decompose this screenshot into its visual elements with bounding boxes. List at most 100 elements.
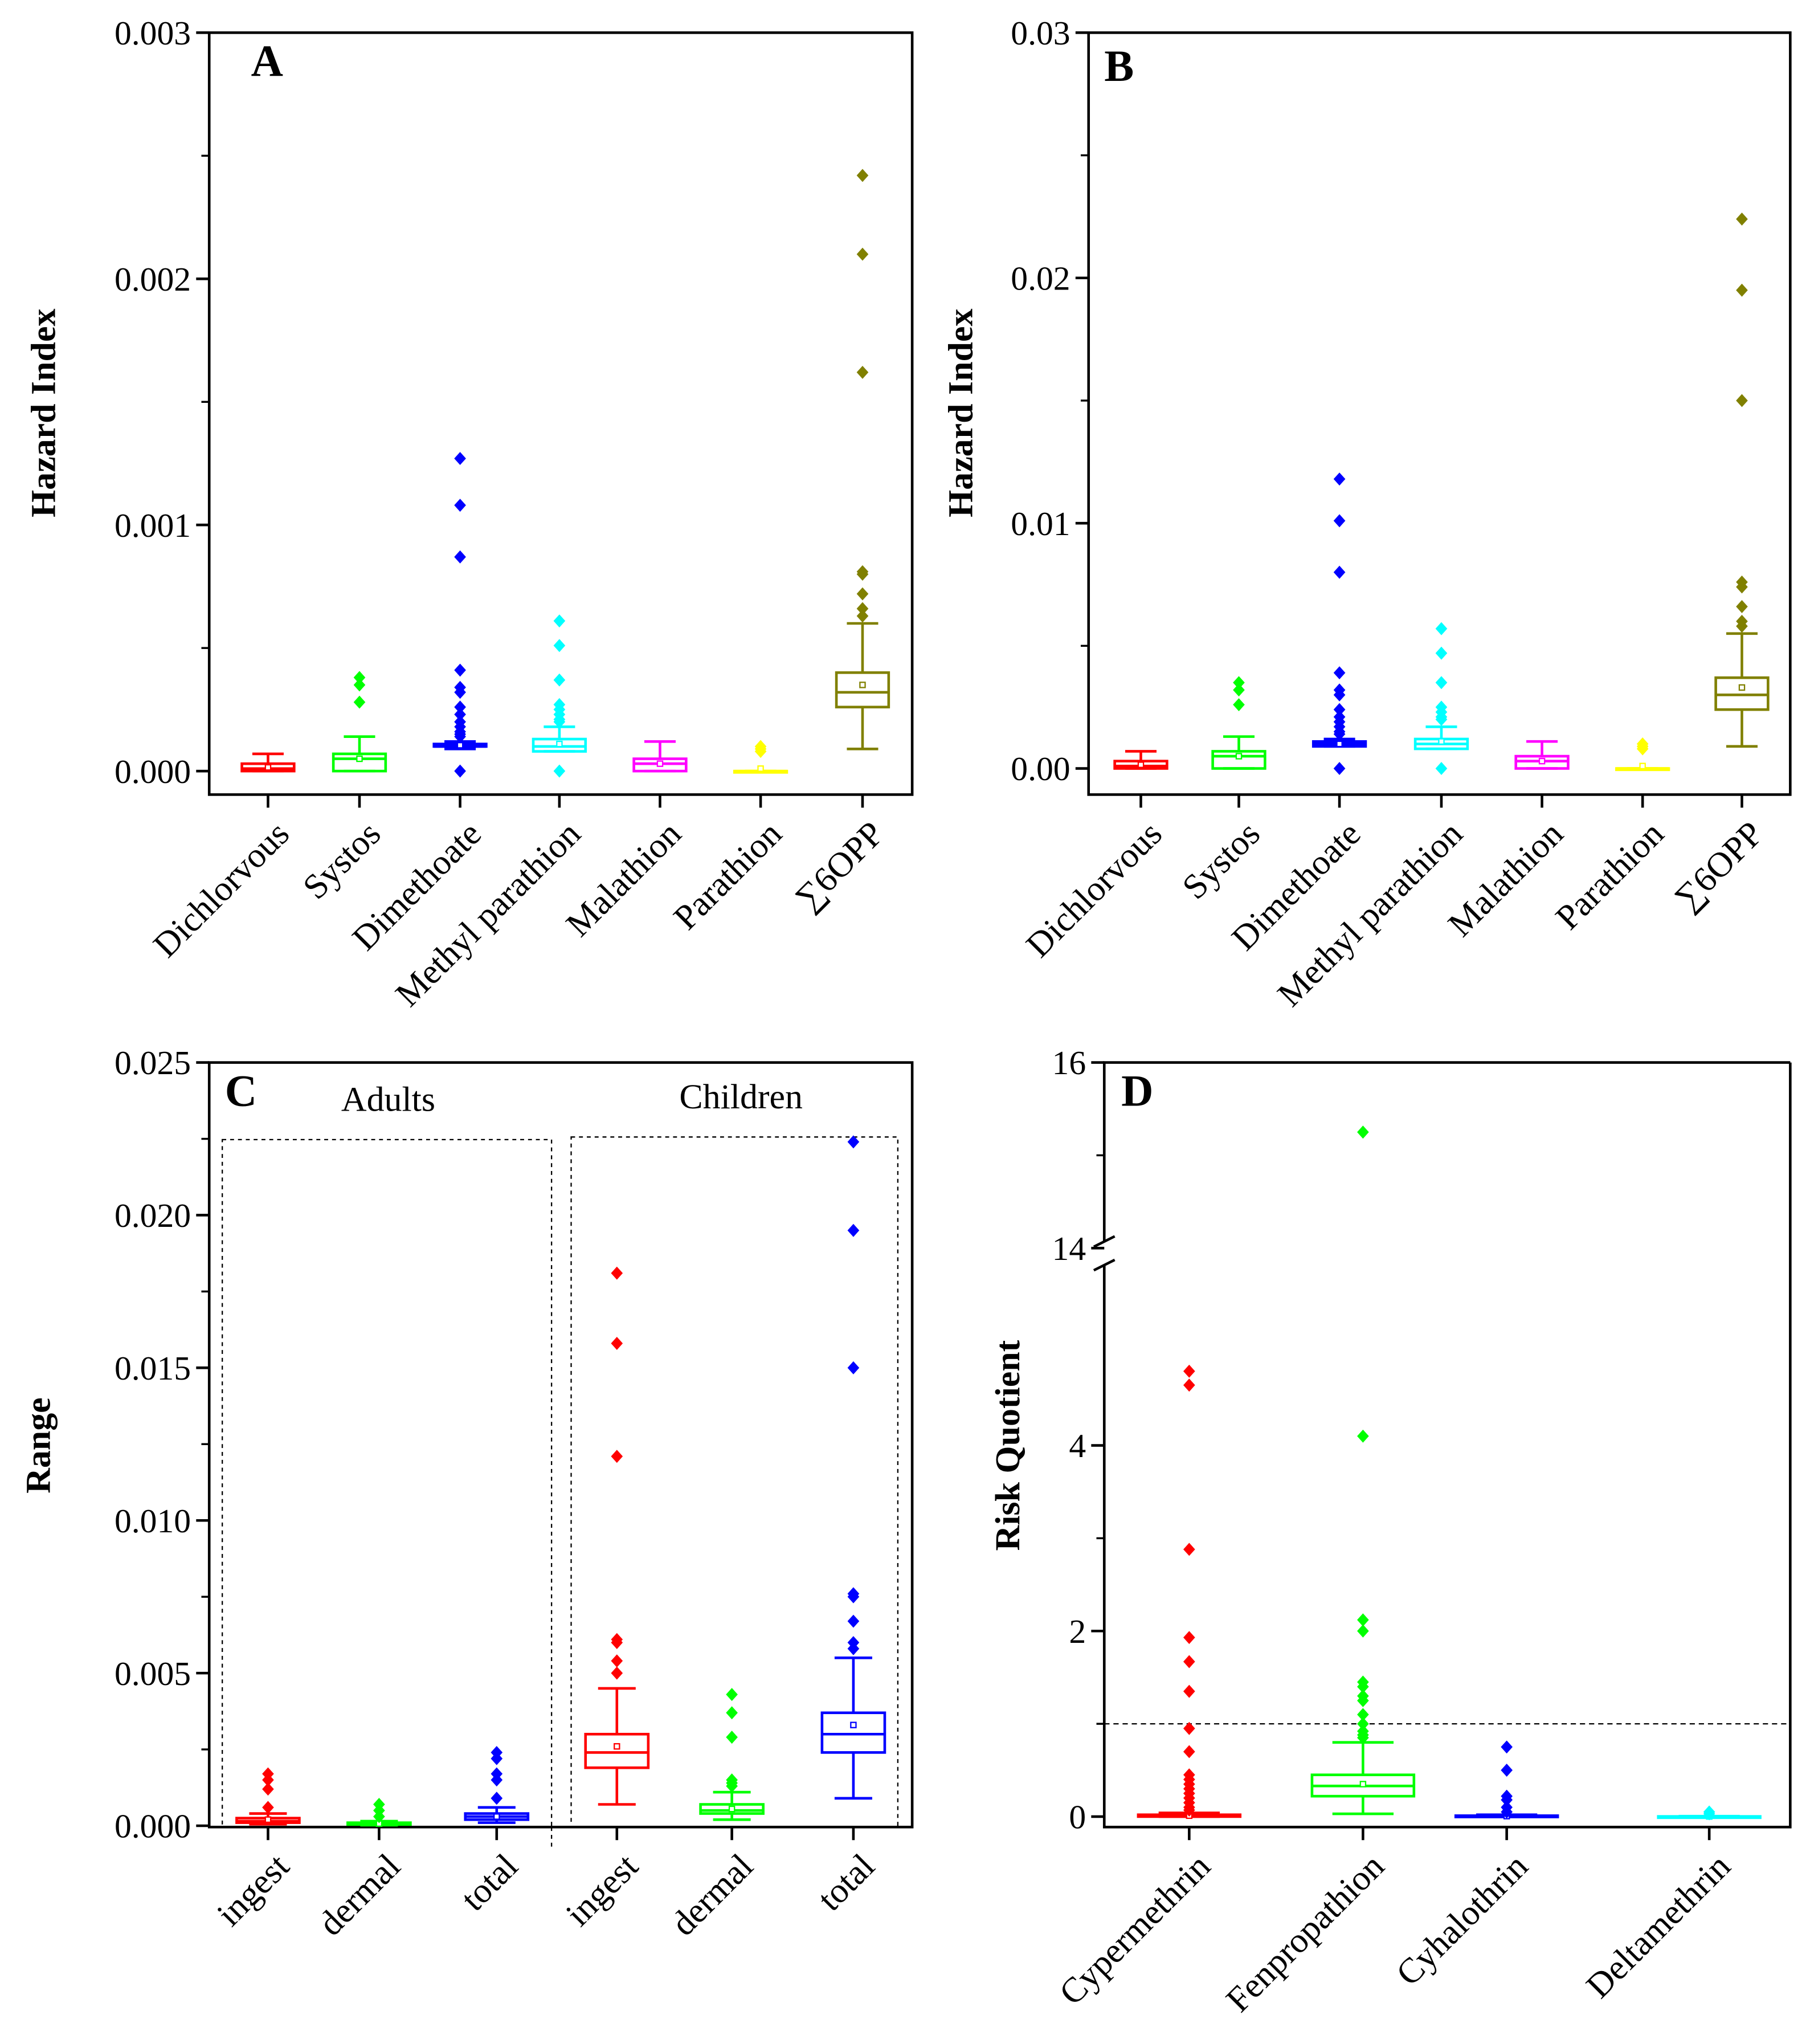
outlier-point <box>1183 1378 1195 1392</box>
y-tick-label: 0.001 <box>115 507 191 544</box>
outlier-point <box>1357 1717 1369 1731</box>
mean-marker <box>1235 753 1243 760</box>
outlier-point <box>553 673 566 687</box>
panel-b <box>1075 31 1792 808</box>
y-tick-label: 0 <box>1069 1798 1086 1836</box>
x-tick-label: Methyl parathion <box>388 814 588 1014</box>
box-iqr <box>699 1803 765 1815</box>
y-tick-label: 14 <box>1052 1230 1086 1267</box>
outlier-point <box>611 1654 623 1668</box>
outlier-point <box>1501 1805 1513 1819</box>
y-tick-label: 0.03 <box>1011 14 1070 52</box>
outlier-point <box>1183 1655 1195 1668</box>
outlier-point <box>847 1223 860 1237</box>
outlier-point <box>611 1450 623 1463</box>
box-parathion <box>1615 737 1670 808</box>
outlier-point <box>454 764 466 778</box>
mean-marker <box>493 1813 500 1820</box>
y-tick-label: 0.00 <box>1011 750 1070 788</box>
box--6opp <box>1714 212 1770 808</box>
outlier-point <box>1736 600 1748 613</box>
x-tick-label: Fenpropathion <box>1219 1847 1391 2019</box>
panel-letter: D <box>1121 1066 1153 1115</box>
outlier-point <box>726 1688 738 1702</box>
outlier-point <box>856 365 869 379</box>
outlier-point <box>847 1614 860 1628</box>
group-label-children: Children <box>679 1078 803 1116</box>
y-axis-label: Hazard Index <box>24 309 63 517</box>
y-tick-label: 0.015 <box>115 1349 191 1387</box>
outlier-point <box>1435 646 1448 660</box>
outlier-point <box>553 764 566 778</box>
outlier-point <box>454 700 466 714</box>
outlier-point <box>856 587 869 601</box>
panel-a <box>196 31 914 808</box>
mean-marker <box>850 1721 857 1728</box>
outlier-point <box>454 663 466 677</box>
outlier-point <box>726 1731 738 1744</box>
outlier-point <box>1333 514 1346 528</box>
group-box-adults <box>222 1139 553 1828</box>
outlier-point <box>1501 1764 1513 1777</box>
outlier-point <box>611 1337 623 1350</box>
x-tick-label: ingest <box>559 1847 646 1934</box>
outlier-point <box>856 568 869 581</box>
outlier-point <box>491 1792 503 1805</box>
y-tick-label: 0.01 <box>1011 505 1070 542</box>
y-axis-label: Range <box>19 1397 58 1494</box>
outlier-point <box>1333 703 1346 716</box>
box-cyhalothrin <box>1454 1740 1559 1841</box>
y-tick-label: 0.02 <box>1011 259 1070 297</box>
outlier-point <box>1357 1125 1369 1139</box>
outlier-point <box>553 614 566 628</box>
outlier-point <box>726 1779 738 1793</box>
box--6opp <box>835 169 890 808</box>
panel-letter: B <box>1104 42 1134 91</box>
outlier-point <box>454 686 466 699</box>
box-deltamethrin <box>1657 1805 1762 1841</box>
x-tick-label: Dichlorvous <box>146 814 297 965</box>
outlier-point <box>1357 1731 1369 1744</box>
outlier-point <box>454 452 466 466</box>
outlier-point <box>1636 742 1649 756</box>
outlier-point <box>856 169 869 182</box>
x-tick-label: Systos <box>296 814 388 907</box>
outlier-point <box>611 1666 623 1680</box>
outlier-point <box>1333 688 1346 701</box>
plot-frame <box>1102 1061 1792 1829</box>
box-dimethoate <box>432 452 488 808</box>
box-malathion <box>1514 740 1570 808</box>
box-malathion <box>632 740 688 808</box>
box-iqr <box>584 1732 650 1769</box>
outlier-point <box>262 1782 274 1796</box>
x-tick-label: total <box>453 1847 525 1919</box>
plot-frame <box>1087 31 1792 796</box>
box-dimethoate <box>1311 472 1367 808</box>
box-ingest <box>235 1767 301 1841</box>
outlier-point <box>1357 1624 1369 1638</box>
box-fenpropathion <box>1310 1125 1416 1841</box>
x-tick-label: ∑6OPP <box>1667 814 1770 917</box>
group-label-adults: Adults <box>341 1080 435 1119</box>
outlier-point <box>856 247 869 261</box>
box-iqr <box>820 1711 886 1754</box>
y-axis-label: Risk Quotient <box>988 1340 1027 1551</box>
box-iqr <box>835 671 890 709</box>
outlier-point <box>262 1773 274 1787</box>
outlier-point <box>454 499 466 512</box>
y-tick-label: 0.003 <box>115 14 191 52</box>
outlier-point <box>1357 1694 1369 1707</box>
y-tick-label: 0.005 <box>115 1655 191 1692</box>
x-tick-label: Parathion <box>667 814 790 937</box>
y-tick-label: 0.000 <box>115 1808 191 1845</box>
box-ingest <box>584 1266 650 1841</box>
outlier-point <box>1183 1364 1195 1378</box>
outlier-point <box>553 715 566 729</box>
x-tick-label: Systos <box>1175 814 1267 907</box>
outlier-point <box>1333 472 1346 486</box>
panel-d <box>1091 1061 1792 1841</box>
box-total <box>464 1745 530 1841</box>
outlier-point <box>1183 1631 1195 1645</box>
mean-marker <box>356 755 363 762</box>
box-dichlorvous <box>1113 750 1168 808</box>
